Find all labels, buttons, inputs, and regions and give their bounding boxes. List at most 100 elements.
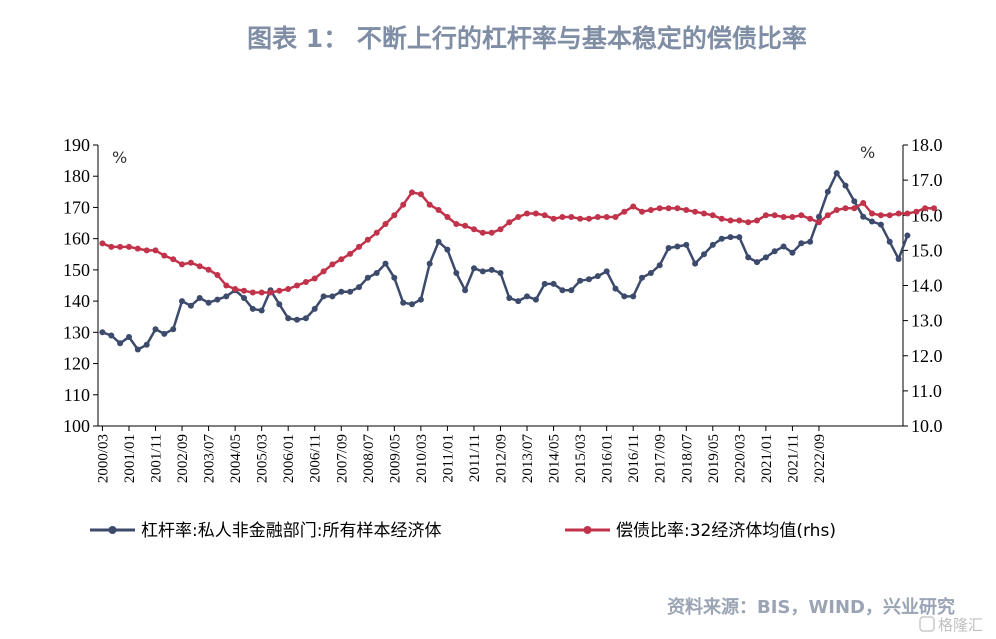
leverage-point [771, 248, 778, 255]
leverage-point [117, 340, 124, 347]
debt-service-point [816, 219, 822, 226]
debt-service-point [435, 207, 442, 213]
leverage-point [886, 238, 893, 245]
watermark-logo [919, 616, 935, 632]
debt-service-point [727, 217, 734, 224]
x-tick-label: 2001/11 [149, 434, 165, 483]
debt-service-point [824, 212, 831, 219]
debt-service-point [692, 208, 699, 215]
leverage-point [736, 234, 743, 241]
debt-service-point [807, 215, 814, 222]
leverage-point [356, 284, 362, 291]
leverage-point [745, 254, 752, 261]
x-tick-label: 2005/03 [255, 434, 271, 483]
leverage-point [603, 268, 610, 275]
debt-service-point [869, 210, 875, 217]
debt-service-point [126, 243, 132, 250]
leverage-point [727, 234, 734, 241]
x-tick-label: 2006/01 [281, 434, 297, 483]
leverage-point [373, 270, 380, 276]
debt-service-point [338, 256, 345, 263]
right-tick-label: 14.0 [911, 276, 943, 296]
debt-service-point [143, 247, 150, 254]
debt-service-point [762, 212, 769, 219]
debt-service-point [134, 245, 141, 252]
debt-service-point [586, 215, 592, 222]
axes: 19018017016015014013012011010018.017.016… [63, 135, 943, 483]
leverage-point [338, 288, 345, 295]
leverage-point [665, 245, 672, 251]
x-tick-label: 2013/07 [520, 434, 536, 484]
watermark: 格隆汇 [919, 616, 983, 634]
debt-service-point [771, 212, 778, 219]
debt-service-point [382, 221, 389, 227]
debt-service-point [453, 221, 460, 227]
debt-service-point [860, 200, 867, 206]
leverage-point [249, 305, 256, 312]
debt-service-point [647, 207, 654, 213]
debt-service-point [656, 205, 663, 212]
left-tick-label: 160 [63, 229, 90, 249]
leverage-point [674, 243, 681, 250]
watermark-text: 格隆汇 [938, 616, 983, 634]
leverage-point [453, 270, 460, 276]
x-tick-label: 2002/09 [175, 434, 191, 483]
debt-service-point [302, 279, 309, 285]
left-tick-label: 120 [63, 354, 90, 374]
leverage-point [524, 293, 530, 300]
debt-service-point [577, 215, 584, 222]
leverage-point [559, 287, 566, 294]
debt-service-point [249, 289, 256, 296]
debt-service-point [904, 210, 911, 217]
debt-service-point [400, 201, 407, 208]
leverage-point [630, 293, 637, 300]
leverage-point [285, 315, 292, 322]
debt-service-point [886, 212, 893, 219]
leverage-point [223, 293, 230, 300]
x-tick-label: 2022/09 [812, 434, 828, 483]
debt-service-point [497, 226, 504, 233]
leverage-point [612, 285, 619, 292]
x-tick-label: 2012/09 [494, 434, 510, 483]
debt-service-point [701, 210, 707, 217]
x-tick-label: 2019/05 [706, 434, 722, 483]
debt-service-point [426, 201, 433, 208]
leverage-point [205, 299, 212, 306]
leverage-point [683, 241, 690, 248]
x-tick-label: 2014/05 [547, 434, 563, 483]
leverage-point [869, 218, 875, 225]
debt-service-point [117, 243, 124, 250]
x-tick-label: 2017/09 [653, 434, 669, 483]
debt-service-point [179, 261, 185, 268]
leverage-point [692, 260, 699, 267]
x-tick-label: 2016/11 [626, 434, 642, 483]
leverage-point [364, 274, 371, 281]
left-tick-label: 150 [63, 260, 90, 280]
x-tick-label: 2011/01 [440, 434, 456, 483]
debt-service-point [568, 214, 575, 220]
debt-service-point [488, 229, 495, 236]
x-tick-label: 2016/01 [600, 434, 616, 483]
leverage-point [462, 287, 469, 294]
x-tick-label: 2009/05 [387, 434, 403, 483]
leverage-point [594, 273, 601, 280]
leverage-point [488, 266, 495, 273]
debt-service-point [462, 222, 469, 229]
leverage-point [541, 280, 548, 287]
leverage-point [833, 170, 840, 177]
right-tick-label: 13.0 [911, 311, 943, 331]
leverage-point [709, 241, 716, 248]
debt-service-point [798, 212, 805, 219]
debt-service-point [922, 205, 929, 212]
leverage-point [382, 260, 389, 267]
leverage-point [134, 346, 141, 353]
debt-service-point [347, 250, 354, 257]
legend-debt-service-marker [583, 526, 592, 534]
leverage-point [214, 296, 221, 303]
leverage-point [276, 301, 283, 308]
debt-service-point [515, 214, 522, 220]
x-tick-label: 2010/03 [414, 434, 430, 483]
leverage-point [904, 232, 911, 239]
debt-service-point [320, 268, 327, 275]
debt-service-point [851, 205, 858, 212]
